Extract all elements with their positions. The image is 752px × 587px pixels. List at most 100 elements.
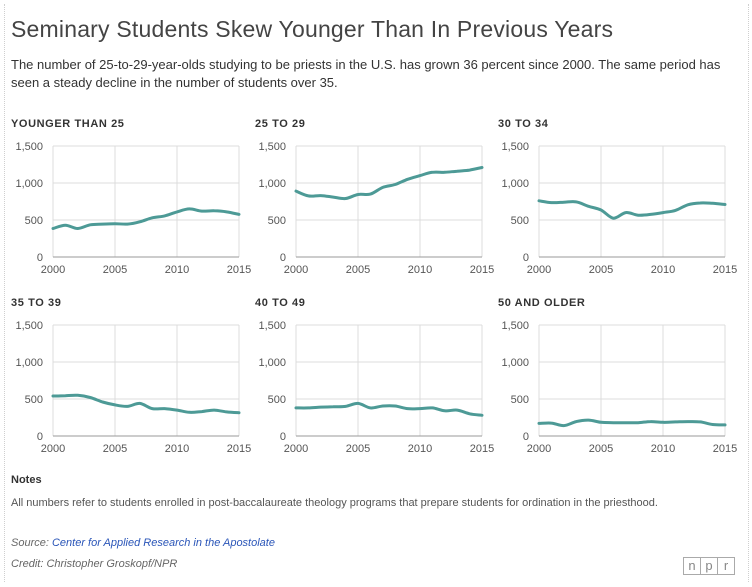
y-tick-label: 0	[37, 431, 43, 443]
data-point	[295, 190, 297, 192]
data-point	[163, 407, 165, 409]
chart-panel: 0 500 1,000 1,500 2000 2005 2010 2015	[15, 320, 251, 455]
data-point	[213, 409, 215, 411]
panel-title: YOUNGER THAN 25	[11, 118, 125, 130]
panel-title: 30 TO 34	[498, 118, 549, 130]
data-point	[612, 422, 614, 424]
source-link[interactable]: Center for Applied Research in the Apost…	[51, 537, 275, 549]
small-multiples-charts: 0 500 1,000 1,500 2000 2005 2010 2015 0 500 1,000 1…	[11, 118, 737, 455]
y-tick-label: 500	[511, 394, 529, 406]
y-tick-label: 1,000	[501, 178, 529, 190]
x-tick-label: 2005	[589, 443, 613, 455]
data-point	[201, 210, 203, 212]
data-point	[52, 395, 54, 397]
data-point	[444, 410, 446, 412]
series-line	[51, 393, 241, 415]
data-point	[332, 406, 334, 408]
series-line	[51, 207, 241, 230]
data-point	[550, 201, 552, 203]
data-point	[687, 204, 689, 206]
source-line: Source: Center for Applied Research in t…	[11, 537, 275, 549]
data-point	[357, 193, 359, 195]
data-point	[176, 211, 178, 213]
credit-line: Credit: Christopher Groskopf/NPR	[11, 558, 178, 570]
data-point	[600, 209, 602, 211]
data-point	[444, 171, 446, 173]
notes-heading: Notes	[11, 474, 42, 486]
data-point	[662, 421, 664, 423]
data-point	[225, 411, 227, 413]
data-point	[575, 420, 577, 422]
data-point	[201, 410, 203, 412]
data-point	[307, 407, 309, 409]
subtitle: The number of 25-to-29-year-olds studyin…	[11, 57, 721, 90]
data-point	[151, 407, 153, 409]
data-point	[114, 404, 116, 406]
data-point	[637, 422, 639, 424]
data-point	[332, 196, 334, 198]
y-tick-label: 500	[268, 394, 286, 406]
y-tick-label: 1,000	[15, 178, 43, 190]
data-point	[468, 413, 470, 415]
y-tick-label: 1,500	[258, 320, 286, 332]
x-tick-label: 2015	[227, 264, 251, 276]
x-tick-label: 2005	[103, 264, 127, 276]
data-point	[649, 420, 651, 422]
data-point	[724, 424, 726, 426]
data-point	[64, 395, 66, 397]
data-point	[382, 405, 384, 407]
page-title: Seminary Students Skew Younger Than In P…	[11, 16, 614, 42]
y-tick-label: 1,500	[501, 320, 529, 332]
source-label: Source:	[11, 537, 49, 549]
x-tick-label: 2000	[284, 264, 308, 276]
x-tick-label: 2005	[346, 264, 370, 276]
data-point	[77, 227, 79, 229]
y-tick-label: 1,000	[258, 357, 286, 369]
data-point	[538, 422, 540, 424]
data-point	[344, 405, 346, 407]
y-tick-label: 500	[25, 394, 43, 406]
data-point	[101, 223, 103, 225]
data-point	[295, 407, 297, 409]
logo-letter-p: p	[700, 557, 718, 575]
x-tick-label: 2010	[408, 443, 432, 455]
y-tick-label: 1,000	[258, 178, 286, 190]
data-point	[52, 227, 54, 229]
x-tick-label: 2015	[713, 443, 737, 455]
data-point	[625, 211, 627, 213]
x-tick-label: 2000	[527, 264, 551, 276]
data-point	[406, 407, 408, 409]
data-point	[431, 171, 433, 173]
logo-letter-n: n	[683, 557, 701, 575]
panel-title: 40 TO 49	[255, 297, 306, 309]
x-tick-label: 2015	[470, 264, 494, 276]
data-point	[320, 406, 322, 408]
data-point	[649, 213, 651, 215]
data-point	[344, 197, 346, 199]
x-tick-label: 2005	[589, 264, 613, 276]
data-point	[394, 183, 396, 185]
data-point	[456, 409, 458, 411]
data-point	[238, 213, 240, 215]
data-point	[538, 200, 540, 202]
data-point	[151, 217, 153, 219]
x-tick-label: 2005	[346, 443, 370, 455]
data-point	[114, 223, 116, 225]
y-tick-label: 1,000	[15, 357, 43, 369]
npr-logo[interactable]: n p r	[683, 557, 735, 575]
data-point	[587, 419, 589, 421]
data-point	[406, 178, 408, 180]
data-point	[456, 170, 458, 172]
graphic-frame	[4, 4, 749, 582]
data-point	[369, 407, 371, 409]
data-point	[307, 195, 309, 197]
data-point	[357, 402, 359, 404]
data-point	[320, 194, 322, 196]
panel-title: 50 AND OLDER	[498, 297, 586, 309]
data-point	[238, 412, 240, 414]
x-tick-label: 2015	[470, 443, 494, 455]
series-line	[294, 401, 484, 417]
data-point	[89, 396, 91, 398]
data-point	[575, 201, 577, 203]
data-point	[468, 169, 470, 171]
